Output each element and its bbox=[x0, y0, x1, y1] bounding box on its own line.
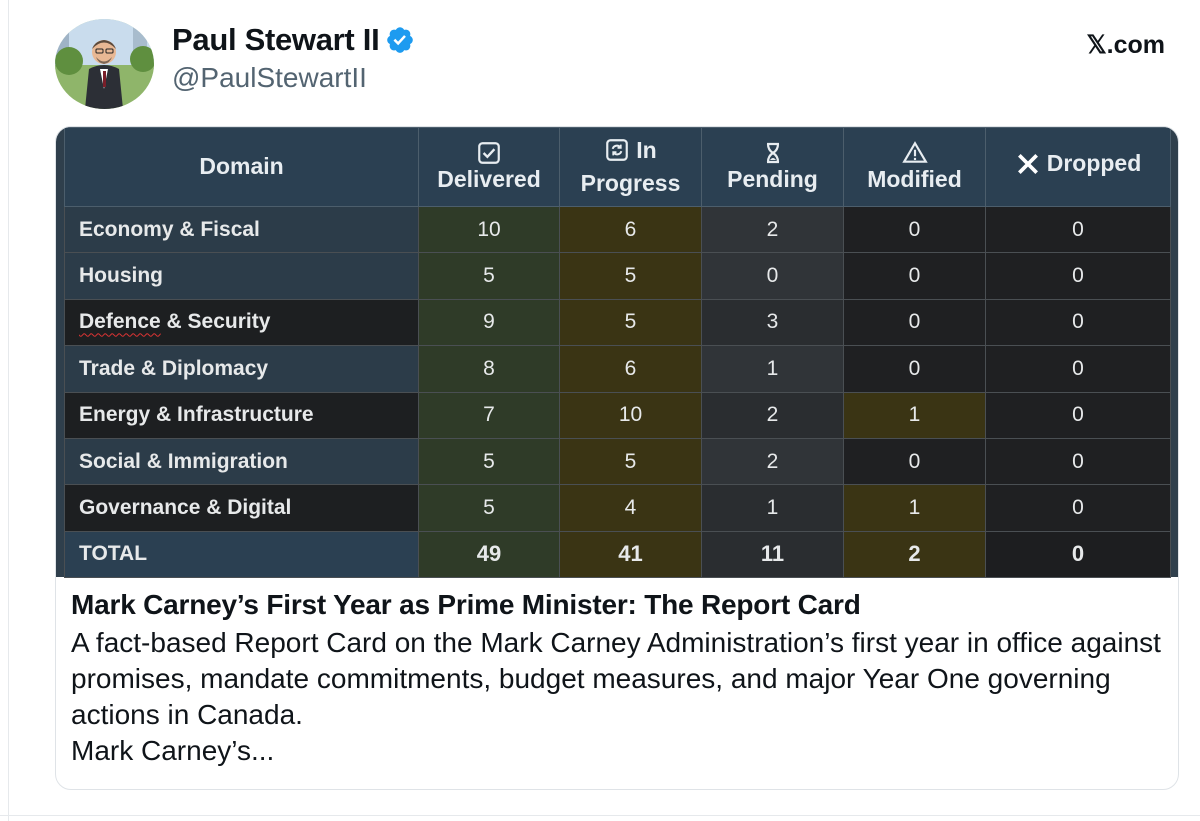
table-row: Energy & Infrastructure 7 10 2 1 0 bbox=[64, 391, 1171, 439]
refresh-icon bbox=[606, 139, 629, 162]
dropped-cell: 0 bbox=[985, 437, 1171, 486]
domain-cell: Energy & Infrastructure bbox=[64, 391, 419, 439]
dropped-cell: 0 bbox=[985, 205, 1171, 254]
total-pending: 11 bbox=[701, 530, 844, 579]
in-progress-cell: 5 bbox=[559, 252, 702, 300]
hourglass-icon bbox=[766, 143, 779, 164]
checkbox-icon bbox=[478, 142, 500, 165]
modified-cell: 0 bbox=[843, 345, 986, 393]
table-total-row: TOTAL 49 41 11 2 0 bbox=[64, 530, 1171, 579]
dropped-cell: 0 bbox=[985, 345, 1171, 393]
header-delivered: Delivered bbox=[418, 127, 560, 207]
author-handle[interactable]: @PaulStewartII bbox=[172, 62, 367, 93]
total-modified: 2 bbox=[843, 530, 986, 579]
domain-cell: Social & Immigration bbox=[64, 437, 419, 486]
header-dropped: Dropped bbox=[985, 127, 1171, 207]
card-description: A fact-based Report Card on the Mark Car… bbox=[71, 627, 1161, 730]
delivered-cell: 5 bbox=[418, 484, 560, 532]
header-pending: Pending bbox=[701, 127, 844, 207]
modified-cell: 0 bbox=[843, 298, 986, 347]
dropped-cell: 0 bbox=[985, 298, 1171, 347]
delivered-cell: 5 bbox=[418, 437, 560, 486]
modified-cell: 0 bbox=[843, 252, 986, 300]
table-row: Economy & Fiscal 10 6 2 0 0 bbox=[64, 205, 1171, 254]
verified-badge-icon bbox=[387, 27, 414, 53]
delivered-cell: 9 bbox=[418, 298, 560, 347]
table-row: Housing 5 5 0 0 0 bbox=[64, 252, 1171, 300]
modified-cell: 0 bbox=[843, 205, 986, 254]
link-card[interactable]: Domain Delivered bbox=[55, 126, 1179, 790]
domain-cell: Trade & Diplomacy bbox=[64, 345, 419, 393]
author-avatar[interactable] bbox=[55, 19, 154, 109]
modified-cell: 1 bbox=[843, 484, 986, 532]
card-title[interactable]: Mark Carney’s First Year as Prime Minist… bbox=[71, 589, 861, 620]
pending-cell: 1 bbox=[701, 484, 844, 532]
in-progress-cell: 4 bbox=[559, 484, 702, 532]
delivered-cell: 10 bbox=[418, 205, 560, 254]
card-body: Mark Carney’s First Year as Prime Minist… bbox=[71, 589, 1161, 769]
in-progress-cell: 6 bbox=[559, 345, 702, 393]
table-row: Governance & Digital 5 4 1 1 0 bbox=[64, 484, 1171, 532]
avatar-photo-icon bbox=[55, 19, 154, 109]
table-header-row: Domain Delivered bbox=[64, 127, 1171, 207]
left-divider bbox=[8, 0, 9, 821]
author-name[interactable]: Paul Stewart II bbox=[172, 22, 380, 57]
delivered-cell: 5 bbox=[418, 252, 560, 300]
table-row: Trade & Diplomacy 8 6 1 0 0 bbox=[64, 345, 1171, 393]
report-card-image: Domain Delivered bbox=[56, 127, 1178, 579]
pending-cell: 2 bbox=[701, 391, 844, 439]
pending-cell: 1 bbox=[701, 345, 844, 393]
author-block: Paul Stewart II @PaulStewartII bbox=[172, 22, 415, 94]
total-in-progress: 41 bbox=[559, 530, 702, 579]
pending-cell: 3 bbox=[701, 298, 844, 347]
card-more-text: Mark Carney’s... bbox=[71, 735, 275, 766]
domain-cell: Governance & Digital bbox=[64, 484, 419, 532]
bottom-divider bbox=[0, 815, 1200, 816]
dropped-cell: 0 bbox=[985, 484, 1171, 532]
domain-cell: Economy & Fiscal bbox=[64, 205, 419, 254]
delivered-cell: 8 bbox=[418, 345, 560, 393]
pending-cell: 2 bbox=[701, 205, 844, 254]
x-icon bbox=[1017, 154, 1038, 175]
total-dropped: 0 bbox=[985, 530, 1171, 579]
in-progress-cell: 5 bbox=[559, 437, 702, 486]
table-row: Social & Immigration 5 5 2 0 0 bbox=[64, 437, 1171, 486]
modified-cell: 1 bbox=[843, 391, 986, 439]
total-delivered: 49 bbox=[418, 530, 560, 579]
in-progress-cell: 5 bbox=[559, 298, 702, 347]
in-progress-cell: 10 bbox=[559, 391, 702, 439]
header-modified: Modified bbox=[843, 127, 986, 207]
in-progress-cell: 6 bbox=[559, 205, 702, 254]
pending-cell: 2 bbox=[701, 437, 844, 486]
dropped-cell: 0 bbox=[985, 391, 1171, 439]
report-table: Domain Delivered bbox=[64, 127, 1171, 579]
modified-cell: 0 bbox=[843, 437, 986, 486]
delivered-cell: 7 bbox=[418, 391, 560, 439]
total-label: TOTAL bbox=[64, 530, 419, 579]
site-label[interactable]: 𝕏.com bbox=[1086, 31, 1166, 59]
header-domain: Domain bbox=[64, 127, 419, 207]
header-in-progress: In Progress bbox=[559, 127, 702, 207]
domain-cell: Defence & Security bbox=[64, 298, 419, 347]
dropped-cell: 0 bbox=[985, 252, 1171, 300]
domain-cell: Housing bbox=[64, 252, 419, 300]
pending-cell: 0 bbox=[701, 252, 844, 300]
warning-icon bbox=[901, 141, 928, 163]
table-row: Defence & Security 9 5 3 0 0 bbox=[64, 298, 1171, 347]
